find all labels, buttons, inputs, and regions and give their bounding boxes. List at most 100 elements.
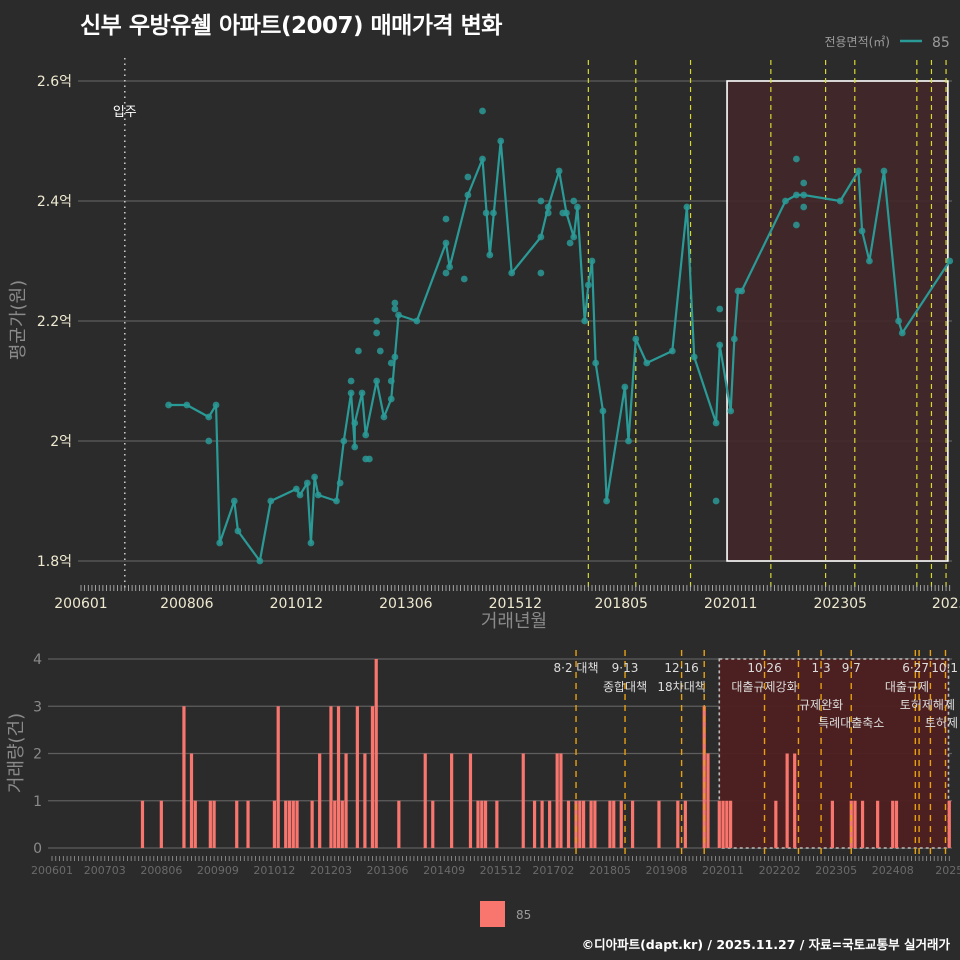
volume-bar xyxy=(676,800,680,848)
x-tick-label: 201512 xyxy=(489,596,542,612)
volume-bar xyxy=(589,800,593,848)
y-axis-title: 평균가(원) xyxy=(8,280,29,360)
policy-name-label: 대출규제 xyxy=(885,680,929,694)
price-point xyxy=(347,389,355,397)
x-tick-label: 201306 xyxy=(379,596,433,612)
legend-label: 85 xyxy=(932,35,950,51)
volume-bar xyxy=(159,800,163,848)
volume-bar xyxy=(212,800,216,848)
y-tick-label: 0 xyxy=(33,841,42,857)
price-point xyxy=(391,353,399,361)
volume-bar xyxy=(876,800,880,848)
volume-bar xyxy=(725,800,729,848)
legend-label: 85 xyxy=(516,908,531,922)
price-point xyxy=(351,443,359,451)
price-point xyxy=(205,437,213,445)
y-tick-label: 2 xyxy=(33,747,42,763)
price-point xyxy=(716,305,724,313)
price-point xyxy=(570,233,578,241)
price-point xyxy=(946,257,954,265)
volume-bar xyxy=(318,753,322,848)
price-point xyxy=(296,491,304,499)
policy-name-label: 8·2 대책 xyxy=(554,660,599,675)
price-point xyxy=(712,497,720,505)
price-point xyxy=(486,251,494,259)
policy-name-label: 18차대책 xyxy=(657,679,705,694)
price-point xyxy=(621,383,629,391)
volume-bar xyxy=(619,800,623,848)
price-point xyxy=(800,203,808,211)
price-point xyxy=(683,203,691,211)
price-point xyxy=(391,299,399,307)
volume-bar xyxy=(706,753,710,848)
price-point xyxy=(351,419,359,427)
x-tick-label: 200806 xyxy=(140,864,182,877)
price-point xyxy=(482,209,490,217)
price-point xyxy=(544,203,552,211)
volume-bar xyxy=(612,800,616,848)
chart-title: 신부 우방유쉘 아파트(2007) 매매가격 변화 xyxy=(80,13,502,39)
y-tick-label: 2.6억 xyxy=(37,74,72,90)
volume-bar xyxy=(849,800,853,848)
price-point xyxy=(347,377,355,385)
price-point xyxy=(895,317,902,325)
x-tick-label: 201908 xyxy=(646,864,688,877)
volume-bar xyxy=(495,800,499,848)
policy-name-label: 대출규제강화 xyxy=(731,680,797,694)
x-tick-label: 200806 xyxy=(160,596,214,612)
price-point xyxy=(858,227,866,235)
volume-bar xyxy=(657,800,661,848)
x-tick-label: 201805 xyxy=(594,596,647,612)
volume-bar xyxy=(344,753,348,848)
price-point xyxy=(165,401,173,409)
volume-bar xyxy=(578,800,582,848)
price-point xyxy=(898,329,906,337)
volume-bar xyxy=(774,800,778,848)
price-point xyxy=(574,203,581,211)
price-point xyxy=(387,377,395,385)
price-point xyxy=(497,137,505,145)
volume-bar xyxy=(340,800,344,848)
price-point xyxy=(391,305,399,313)
volume-bar xyxy=(355,706,359,848)
x-tick-label: 202408 xyxy=(872,864,914,877)
policy-date-label: 6·27 xyxy=(902,661,929,675)
volume-bar xyxy=(483,800,488,848)
price-point xyxy=(234,527,242,535)
price-point xyxy=(267,497,275,505)
x-tick-label: 201012 xyxy=(253,864,295,877)
x-tick-label: 201203 xyxy=(310,864,352,877)
volume-bar xyxy=(189,753,194,848)
volume-bar xyxy=(630,800,635,848)
volume-bar xyxy=(333,800,337,848)
volume-bar xyxy=(891,800,895,848)
price-point xyxy=(442,239,450,247)
volume-bar xyxy=(559,753,563,848)
x-tick-label: 201805 xyxy=(589,864,631,877)
policy-date-label: 10·26 xyxy=(747,661,781,675)
volume-bar xyxy=(521,753,525,848)
price-point xyxy=(866,257,873,265)
volume-bar xyxy=(860,800,865,848)
price-point xyxy=(793,191,800,199)
volume-bar xyxy=(785,753,789,848)
price-point xyxy=(592,359,600,367)
volume-bar xyxy=(793,753,797,848)
volume-bar xyxy=(450,753,454,848)
x-tick-label: 2025 xyxy=(935,864,960,877)
volume-bar xyxy=(721,800,725,848)
price-point xyxy=(376,347,384,355)
policy-date-label: 9·13 xyxy=(612,661,639,675)
price-point xyxy=(490,209,497,217)
price-point xyxy=(537,269,545,277)
price-point xyxy=(581,317,589,325)
volume-bar xyxy=(830,800,834,848)
price-point xyxy=(508,269,516,277)
x-tick-label: 2025 xyxy=(932,596,960,612)
volume-bar xyxy=(208,800,212,848)
volume-bar xyxy=(540,800,544,848)
volume-bar xyxy=(468,753,473,848)
price-point xyxy=(559,209,567,217)
price-point xyxy=(230,497,238,505)
policy-name-label: 토허제 xyxy=(925,716,958,730)
